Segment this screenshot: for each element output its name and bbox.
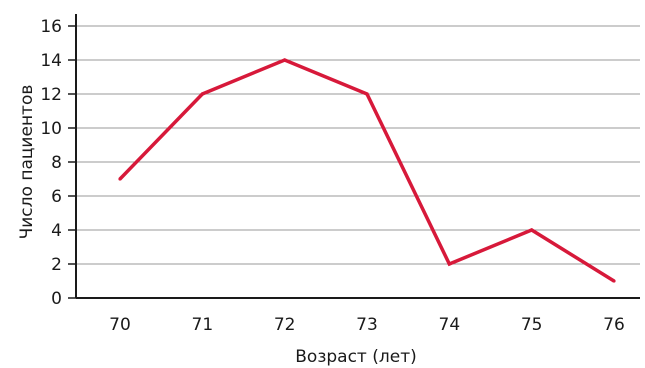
- data-point: [447, 262, 451, 266]
- y-tick-label: 0: [51, 289, 62, 309]
- x-axis-title: Возраст (лет): [295, 347, 416, 367]
- y-tick-label: 14: [40, 51, 62, 71]
- y-tick-label: 10: [40, 119, 62, 139]
- y-tick-label: 6: [51, 187, 62, 207]
- x-tick-label: 70: [109, 315, 131, 335]
- y-tick-label: 4: [51, 221, 62, 241]
- data-point: [200, 92, 204, 96]
- y-tick-label: 8: [51, 153, 62, 173]
- x-tick-label: 73: [356, 315, 378, 335]
- data-point: [283, 58, 287, 62]
- gridlines: [76, 25, 640, 265]
- y-tick-label: 12: [40, 85, 62, 105]
- data-point: [118, 177, 122, 181]
- x-tick-label: 72: [274, 315, 296, 335]
- series-layer: [118, 58, 616, 283]
- x-tick-labels: 70 71 72 73 74 75 76: [109, 315, 625, 335]
- x-tick-label: 71: [192, 315, 214, 335]
- y-tick-label: 2: [51, 255, 62, 275]
- x-tick-label: 75: [521, 315, 543, 335]
- y-tick-labels: 0 2 4 6 8 10 12 14 16: [40, 17, 76, 309]
- x-tick-label: 74: [439, 315, 461, 335]
- y-tick-label: 16: [40, 17, 62, 37]
- data-point: [530, 228, 534, 232]
- data-point: [612, 279, 616, 283]
- x-tick-label: 76: [603, 315, 625, 335]
- y-axis-title: Число пациентов: [17, 85, 37, 240]
- data-point: [365, 92, 369, 96]
